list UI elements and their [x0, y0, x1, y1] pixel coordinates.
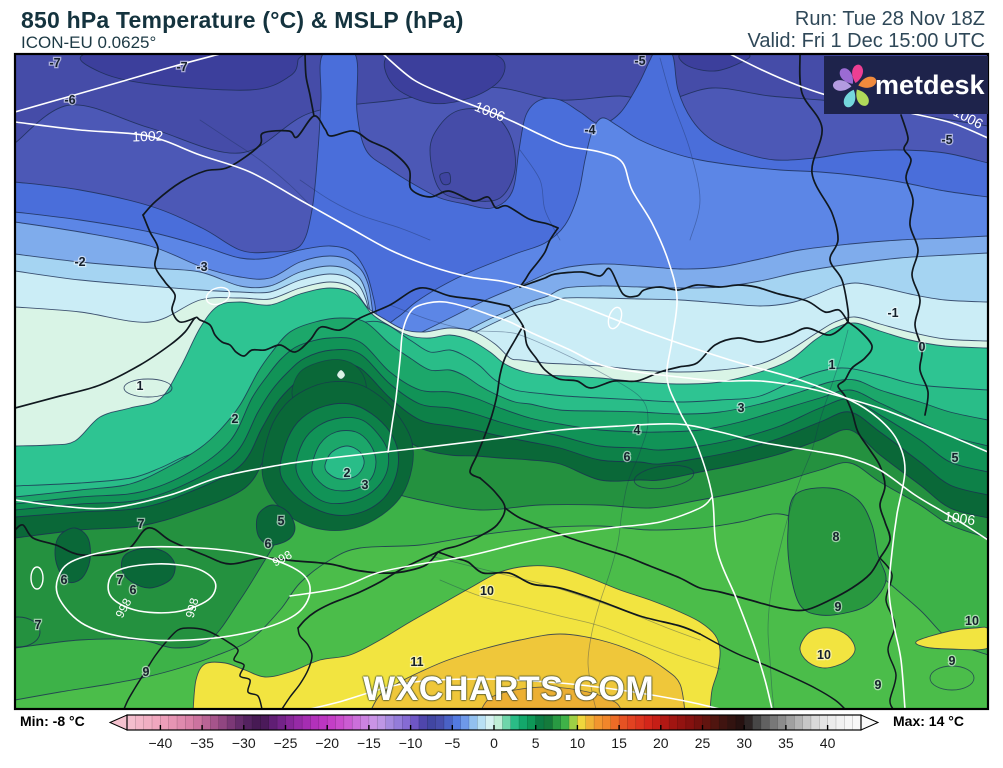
svg-text:6: 6 [61, 573, 68, 587]
svg-text:2: 2 [232, 412, 239, 426]
svg-text:1: 1 [137, 379, 144, 393]
svg-text:1006: 1006 [943, 508, 976, 528]
svg-text:35: 35 [778, 735, 794, 751]
svg-text:7: 7 [35, 618, 42, 632]
svg-text:5: 5 [532, 735, 540, 751]
svg-text:-4: -4 [584, 123, 595, 137]
svg-text:9: 9 [835, 600, 842, 614]
svg-text:5: 5 [952, 451, 959, 465]
svg-text:9: 9 [875, 678, 882, 692]
svg-text:9: 9 [143, 665, 150, 679]
svg-text:3: 3 [738, 401, 745, 415]
svg-text:8: 8 [833, 530, 840, 544]
svg-text:−5: −5 [444, 735, 460, 751]
svg-text:−40: −40 [149, 735, 173, 751]
svg-text:-7: -7 [49, 56, 60, 70]
svg-text:6: 6 [624, 450, 631, 464]
svg-text:10: 10 [965, 614, 979, 628]
svg-text:1002: 1002 [132, 127, 164, 144]
svg-text:−25: −25 [274, 735, 298, 751]
svg-text:−30: −30 [232, 735, 256, 751]
svg-text:9: 9 [949, 654, 956, 668]
svg-text:10: 10 [570, 735, 586, 751]
svg-text:-5: -5 [941, 133, 952, 147]
svg-text:7: 7 [138, 517, 145, 531]
svg-text:-7: -7 [176, 60, 187, 74]
svg-text:10: 10 [817, 648, 831, 662]
svg-text:−35: −35 [190, 735, 214, 751]
svg-text:−20: −20 [315, 735, 339, 751]
svg-text:25: 25 [695, 735, 711, 751]
svg-text:-3: -3 [196, 260, 207, 274]
svg-text:−10: −10 [399, 735, 423, 751]
svg-text:11: 11 [410, 655, 423, 669]
svg-text:-1: -1 [887, 306, 898, 320]
svg-text:10: 10 [480, 584, 494, 598]
svg-text:5: 5 [278, 514, 285, 528]
svg-text:3: 3 [362, 478, 369, 492]
svg-text:0: 0 [919, 340, 926, 354]
svg-text:7: 7 [117, 573, 124, 587]
svg-text:30: 30 [736, 735, 752, 751]
svg-text:−15: −15 [357, 735, 381, 751]
svg-text:6: 6 [265, 537, 272, 551]
svg-text:998: 998 [183, 596, 202, 619]
svg-text:4: 4 [634, 423, 641, 437]
svg-text:0: 0 [490, 735, 498, 751]
svg-text:15: 15 [611, 735, 627, 751]
svg-text:2: 2 [344, 466, 351, 480]
svg-text:20: 20 [653, 735, 669, 751]
svg-text:-2: -2 [74, 255, 85, 269]
svg-text:1: 1 [829, 358, 836, 372]
svg-text:6: 6 [130, 583, 137, 597]
svg-text:40: 40 [820, 735, 836, 751]
svg-text:-5: -5 [634, 54, 645, 68]
svg-text:-6: -6 [64, 93, 75, 107]
